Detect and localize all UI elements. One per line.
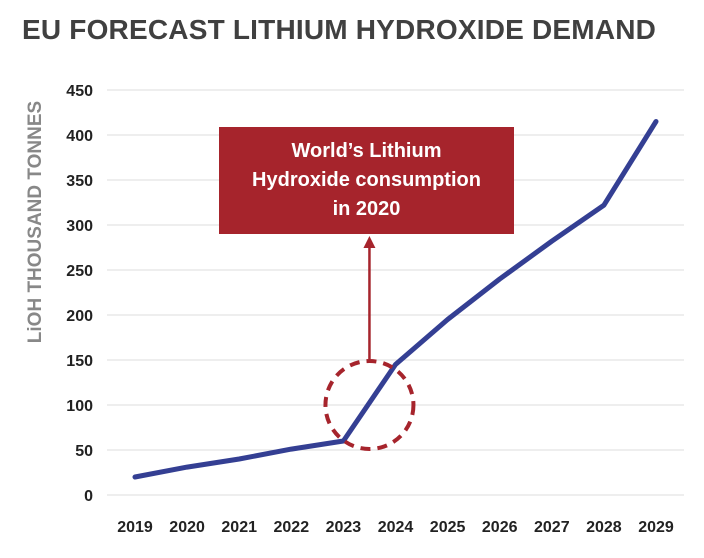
x-tick-label: 2020 (169, 519, 205, 536)
x-tick-label: 2026 (482, 519, 518, 536)
x-tick-label: 2019 (117, 519, 153, 536)
x-tick-label: 2024 (378, 519, 414, 536)
x-tick-label: 2029 (638, 519, 674, 536)
y-tick-label: 200 (66, 308, 93, 325)
x-tick-label: 2028 (586, 519, 622, 536)
x-tick-label: 2023 (326, 519, 362, 536)
y-tick-label: 250 (66, 263, 93, 280)
x-tick-label: 2027 (534, 519, 570, 536)
annotation-callout: World’s Lithium Hydroxide consumption in… (219, 127, 514, 234)
annotation-text: World’s Lithium Hydroxide consumption in… (252, 140, 481, 220)
y-tick-label: 0 (84, 488, 93, 505)
y-tick-label: 150 (66, 353, 93, 370)
y-tick-label: 100 (66, 398, 93, 415)
chart-title: EU FORECAST LITHIUM HYDROXIDE DEMAND (22, 14, 657, 45)
annotation-arrowhead (363, 236, 376, 248)
y-tick-label: 450 (66, 83, 93, 100)
annotation-circle (323, 359, 416, 451)
x-tick-label: 2021 (221, 519, 257, 536)
y-tick-label: 400 (66, 128, 93, 145)
x-tick-label: 2022 (274, 519, 310, 536)
x-tick-label: 2025 (430, 519, 466, 536)
y-tick-label: 50 (75, 443, 93, 460)
y-tick-label: 350 (66, 173, 93, 190)
y-tick-label: 300 (66, 218, 93, 235)
